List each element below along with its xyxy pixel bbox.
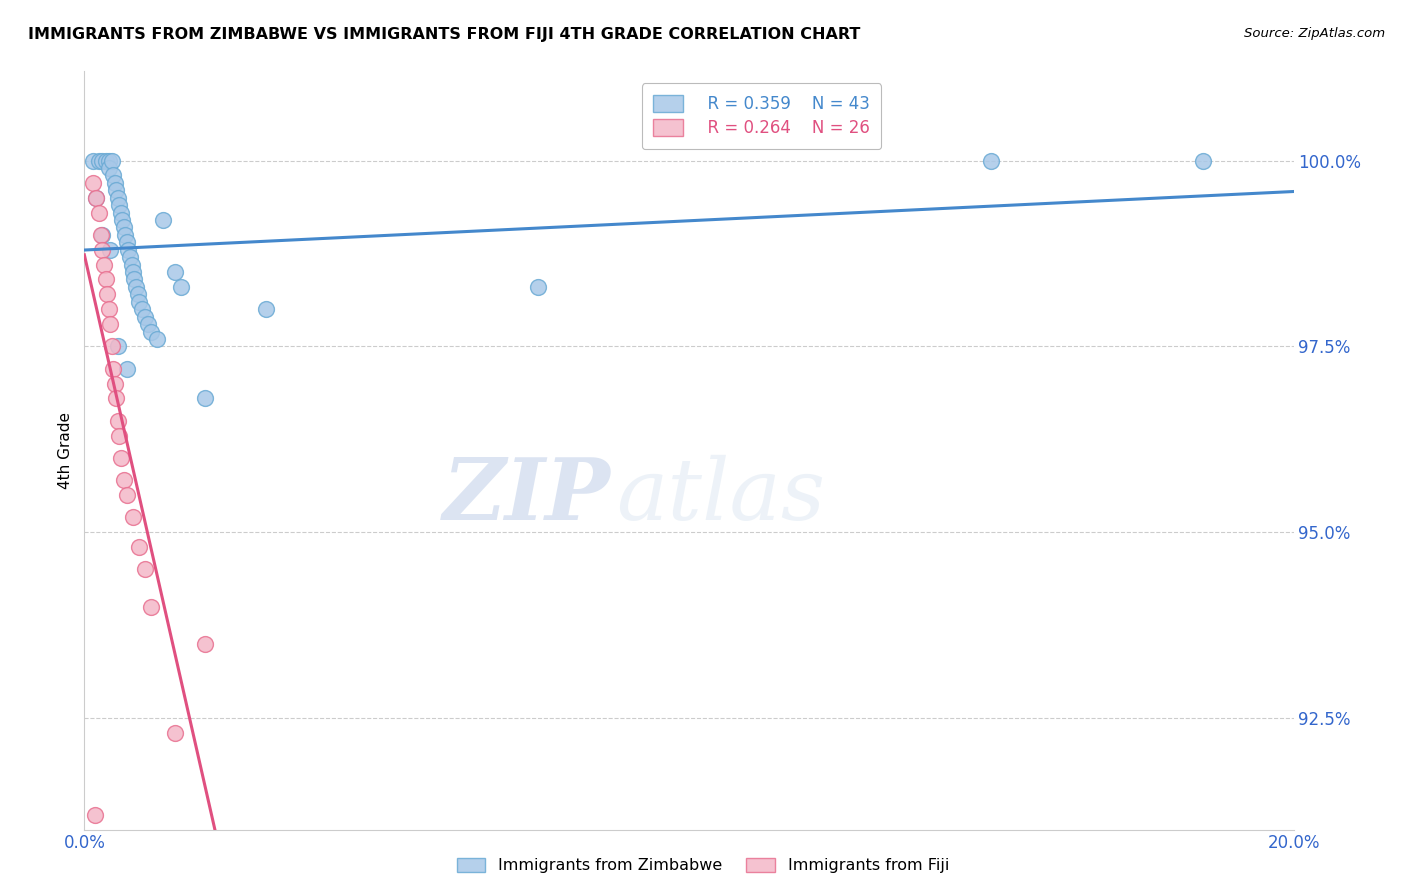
Point: [110, 450, 132, 465]
Point: [115, 361, 138, 376]
Point: [128, 540, 150, 554]
Text: Source: ZipAtlas.com: Source: ZipAtlas.com: [1244, 27, 1385, 40]
Point: [134, 310, 156, 324]
Y-axis label: 4th Grade: 4th Grade: [58, 412, 73, 489]
Point: [108, 428, 131, 442]
Point: [97, 161, 120, 175]
Point: [91, 227, 114, 242]
Point: [98, 317, 121, 331]
Point: [110, 205, 132, 219]
Point: [86, 191, 108, 205]
Point: [82, 153, 104, 168]
Point: [170, 280, 193, 294]
Point: [980, 153, 1002, 168]
Point: [104, 183, 127, 197]
Point: [146, 332, 169, 346]
Point: [136, 317, 159, 331]
Point: [152, 213, 174, 227]
Point: [97, 302, 120, 317]
Point: [139, 599, 162, 614]
Point: [94, 272, 117, 286]
Point: [91, 153, 114, 168]
Point: [91, 243, 114, 257]
Point: [121, 265, 143, 279]
Point: [82, 176, 104, 190]
Point: [115, 235, 138, 250]
Point: [89, 205, 111, 219]
Point: [254, 302, 277, 317]
Point: [1192, 153, 1215, 168]
Point: [122, 272, 145, 286]
Point: [104, 176, 127, 190]
Legend: Immigrants from Zimbabwe, Immigrants from Fiji: Immigrants from Zimbabwe, Immigrants fro…: [450, 851, 956, 880]
Point: [103, 169, 125, 183]
Point: [165, 726, 187, 740]
Point: [121, 258, 143, 272]
Text: IMMIGRANTS FROM ZIMBABWE VS IMMIGRANTS FROM FIJI 4TH GRADE CORRELATION CHART: IMMIGRANTS FROM ZIMBABWE VS IMMIGRANTS F…: [28, 27, 860, 42]
Point: [100, 153, 122, 168]
Point: [165, 265, 187, 279]
Point: [107, 339, 129, 353]
Legend:   R = 0.359    N = 43,   R = 0.264    N = 26: R = 0.359 N = 43, R = 0.264 N = 26: [641, 84, 882, 149]
Text: ZIP: ZIP: [443, 454, 610, 538]
Point: [194, 637, 217, 651]
Point: [128, 294, 150, 309]
Point: [127, 287, 149, 301]
Point: [194, 392, 217, 406]
Point: [125, 280, 148, 294]
Point: [115, 488, 138, 502]
Point: [86, 191, 108, 205]
Point: [111, 213, 134, 227]
Point: [84, 807, 107, 822]
Point: [98, 243, 121, 257]
Point: [131, 302, 153, 317]
Text: atlas: atlas: [616, 455, 825, 537]
Point: [139, 325, 162, 339]
Point: [94, 153, 117, 168]
Point: [134, 562, 156, 576]
Point: [112, 473, 135, 487]
Point: [97, 153, 120, 168]
Point: [112, 220, 135, 235]
Point: [96, 287, 118, 301]
Point: [121, 510, 143, 524]
Point: [108, 198, 131, 212]
Point: [114, 227, 136, 242]
Point: [93, 258, 115, 272]
Point: [117, 243, 139, 257]
Point: [107, 414, 129, 428]
Point: [107, 191, 129, 205]
Point: [104, 376, 127, 391]
Point: [104, 392, 127, 406]
Point: [103, 361, 125, 376]
Point: [527, 280, 550, 294]
Point: [89, 153, 111, 168]
Point: [100, 339, 122, 353]
Point: [90, 227, 112, 242]
Point: [118, 250, 141, 264]
